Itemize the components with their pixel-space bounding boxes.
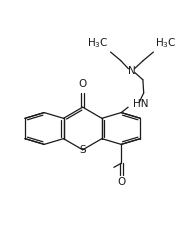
Text: O: O xyxy=(79,80,87,89)
Text: S: S xyxy=(79,145,86,155)
Text: O: O xyxy=(117,177,125,187)
Text: N: N xyxy=(127,66,135,76)
Text: HN: HN xyxy=(133,99,149,109)
Text: H$_3$C: H$_3$C xyxy=(87,36,109,50)
Text: H$_3$C: H$_3$C xyxy=(155,36,177,50)
